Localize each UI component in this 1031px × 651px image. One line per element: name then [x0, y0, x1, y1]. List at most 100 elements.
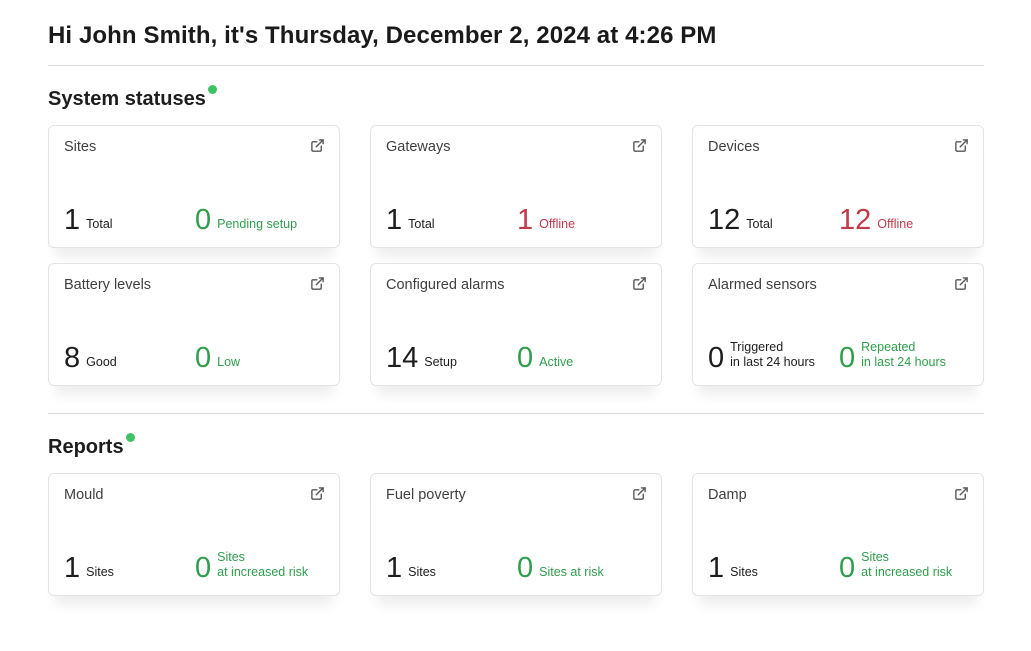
stat-value: 1: [386, 552, 403, 585]
section-title-text: System statuses: [48, 88, 206, 110]
external-link-icon[interactable]: [630, 136, 649, 155]
stat-good: 8 Good: [64, 342, 195, 375]
card-title: Battery levels: [64, 277, 152, 293]
stat-value: 14: [386, 342, 419, 375]
card-configured-alarms: Configured alarms 14 Setup 0 Active: [370, 263, 662, 386]
external-link-icon[interactable]: [308, 274, 327, 293]
card-stats: 1 Sites 0 Sites at risk: [386, 552, 648, 585]
stat-repeated: 0 Repeated in last 24 hours: [839, 340, 970, 375]
stat-value: 1: [517, 204, 534, 237]
stat-value: 1: [708, 552, 725, 585]
card-gateways: Gateways 1 Total 1 Offline: [370, 125, 662, 248]
stat-offline: 1 Offline: [517, 204, 648, 237]
stat-label: Sites: [408, 565, 436, 579]
reports-card-grid: Mould 1 Sites 0 Sites at increased risk …: [48, 473, 984, 596]
stat-value: 12: [708, 204, 741, 237]
stat-label: Sites at increased risk: [861, 550, 953, 579]
external-link-icon[interactable]: [308, 484, 327, 503]
card-title: Alarmed sensors: [708, 277, 817, 293]
stat-sites: 1 Sites: [64, 550, 195, 585]
card-title: Fuel poverty: [386, 487, 466, 503]
stat-label: Low: [217, 355, 241, 369]
external-link-icon[interactable]: [630, 274, 649, 293]
external-link-icon[interactable]: [630, 484, 649, 503]
card-battery-levels: Battery levels 8 Good 0 Low: [48, 263, 340, 386]
external-link-icon[interactable]: [952, 274, 971, 293]
stat-low: 0 Low: [195, 342, 326, 375]
card-damp: Damp 1 Sites 0 Sites at increased risk: [692, 473, 984, 596]
external-link-icon[interactable]: [308, 136, 327, 155]
card-stats: 12 Total 12 Offline: [708, 204, 970, 237]
status-dot-icon: [207, 85, 217, 94]
stat-label: Good: [86, 355, 117, 369]
card-fuel-poverty: Fuel poverty 1 Sites 0 Sites at risk: [370, 473, 662, 596]
stat-label: Sites at increased risk: [217, 550, 309, 579]
stat-label: Triggered in last 24 hours: [730, 340, 815, 369]
card-stats: 0 Triggered in last 24 hours 0 Repeated …: [708, 340, 970, 375]
stat-value: 0: [195, 342, 212, 375]
stat-value: 12: [839, 204, 872, 237]
stat-setup: 14 Setup: [386, 342, 517, 375]
stat-total: 1 Total: [386, 204, 517, 237]
stat-value: 0: [839, 342, 856, 375]
stat-value: 0: [517, 552, 534, 585]
card-stats: 1 Total 1 Offline: [386, 204, 648, 237]
system-statuses-card-grid: Sites 1 Total 0 Pending setup Gateways 1…: [48, 125, 984, 386]
card-devices: Devices 12 Total 12 Offline: [692, 125, 984, 248]
stat-offline: 12 Offline: [839, 204, 970, 237]
page-title: Hi John Smith, it's Thursday, December 2…: [48, 22, 717, 49]
stat-value: 1: [386, 204, 403, 237]
stat-value: 0: [839, 552, 856, 585]
stat-value: 0: [517, 342, 534, 375]
stat-value: 0: [195, 552, 212, 585]
stat-active: 0 Active: [517, 342, 648, 375]
external-link-icon[interactable]: [952, 136, 971, 155]
stat-label: Repeated in last 24 hours: [861, 340, 946, 369]
stat-label: Sites: [86, 565, 114, 579]
section-title-text: Reports: [48, 436, 124, 458]
card-sites: Sites 1 Total 0 Pending setup: [48, 125, 340, 248]
stat-pending-setup: 0 Pending setup: [195, 204, 326, 237]
status-dot-icon: [125, 433, 135, 442]
stat-total: 12 Total: [708, 204, 839, 237]
section-heading-system-statuses: System statuses: [48, 85, 984, 111]
stat-label: Total: [746, 217, 773, 231]
section-heading-reports: Reports: [48, 433, 984, 459]
card-title: Damp: [708, 487, 747, 503]
stat-value: 0: [195, 204, 212, 237]
stat-sites-at-risk: 0 Sites at risk: [517, 552, 648, 585]
card-stats: 14 Setup 0 Active: [386, 342, 648, 375]
stat-sites: 1 Sites: [386, 552, 517, 585]
card-stats: 1 Sites 0 Sites at increased risk: [708, 550, 970, 585]
stat-label: Offline: [877, 217, 914, 231]
stat-label: Active: [539, 355, 574, 369]
card-title: Sites: [64, 139, 97, 155]
card-title: Configured alarms: [386, 277, 505, 293]
stat-sites-at-increased-risk: 0 Sites at increased risk: [839, 550, 970, 585]
stat-label: Total: [408, 217, 435, 231]
stat-value: 1: [64, 552, 81, 585]
stat-label: Pending setup: [217, 217, 298, 231]
stat-sites-at-increased-risk: 0 Sites at increased risk: [195, 550, 326, 585]
external-link-icon[interactable]: [952, 484, 971, 503]
stat-label: Setup: [424, 355, 457, 369]
card-stats: 1 Total 0 Pending setup: [64, 204, 326, 237]
stat-label: Sites at risk: [539, 565, 604, 579]
divider: [48, 413, 984, 414]
card-stats: 1 Sites 0 Sites at increased risk: [64, 550, 326, 585]
divider: [48, 65, 984, 66]
card-title: Devices: [708, 139, 760, 155]
stat-label: Total: [86, 217, 113, 231]
stat-value: 1: [64, 204, 81, 237]
stat-value: 0: [708, 342, 725, 375]
card-alarmed-sensors: Alarmed sensors 0 Triggered in last 24 h…: [692, 263, 984, 386]
stat-total: 1 Total: [64, 204, 195, 237]
stat-label: Offline: [539, 217, 576, 231]
card-mould: Mould 1 Sites 0 Sites at increased risk: [48, 473, 340, 596]
card-title: Gateways: [386, 139, 451, 155]
stat-sites: 1 Sites: [708, 550, 839, 585]
card-title: Mould: [64, 487, 104, 503]
stat-value: 8: [64, 342, 81, 375]
stat-triggered: 0 Triggered in last 24 hours: [708, 340, 839, 375]
stat-label: Sites: [730, 565, 758, 579]
